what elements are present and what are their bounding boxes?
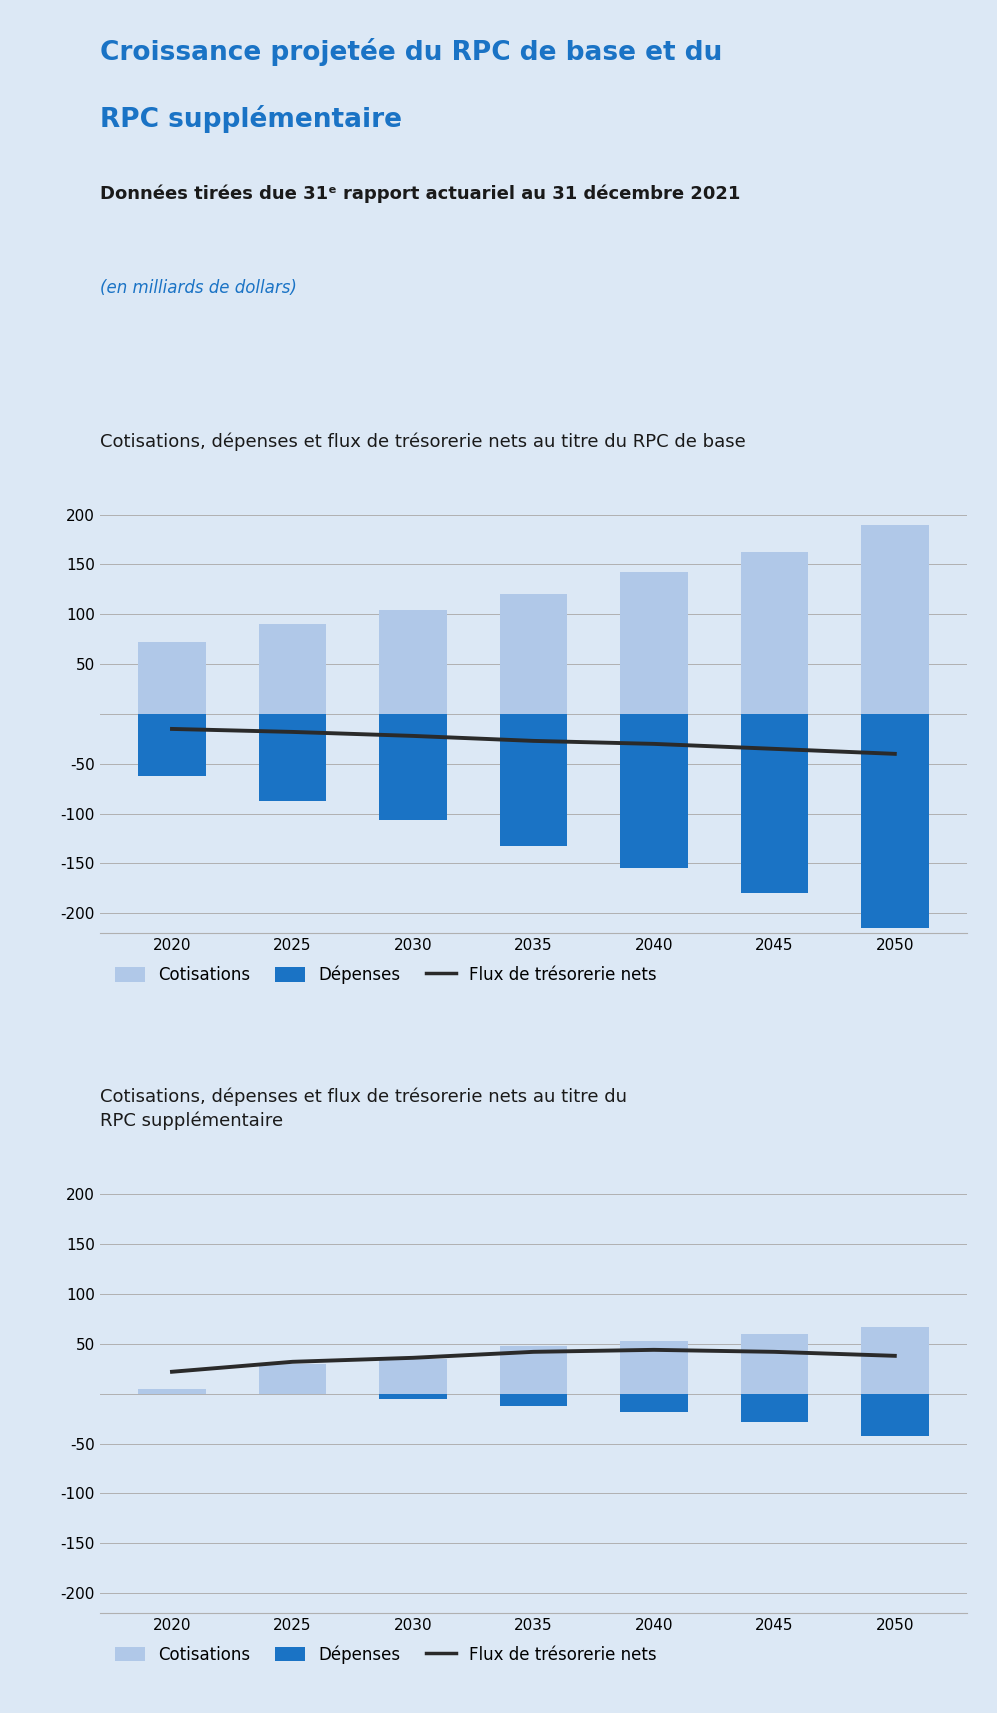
Bar (499, 1346, 567, 1394)
Bar (379, 1394, 447, 1400)
Text: Données tirées due 31ᵉ rapport actuariel au 31 décembre 2021: Données tirées due 31ᵉ rapport actuariel… (100, 185, 740, 202)
Bar (499, 714, 567, 846)
Legend: Cotisations, Dépenses, Flux de trésorerie nets: Cotisations, Dépenses, Flux de trésoreri… (108, 1639, 663, 1670)
Bar (499, 594, 567, 714)
Bar (861, 1328, 928, 1394)
Bar (741, 552, 809, 714)
Bar (620, 714, 688, 868)
Bar (499, 1394, 567, 1406)
Bar (258, 714, 326, 800)
Bar (741, 714, 809, 894)
Text: Cotisations, dépenses et flux de trésorerie nets au titre du RPC de base: Cotisations, dépenses et flux de trésore… (100, 432, 746, 451)
Bar (379, 610, 447, 714)
Text: (en milliards de dollars): (en milliards de dollars) (100, 279, 296, 296)
Bar (861, 1394, 928, 1435)
Bar (258, 1364, 326, 1394)
Bar (861, 524, 928, 714)
Bar (139, 642, 205, 714)
Bar (861, 714, 928, 928)
Text: Croissance projetée du RPC de base et du: Croissance projetée du RPC de base et du (100, 38, 722, 67)
Bar (379, 714, 447, 819)
Text: RPC supplémentaire: RPC supplémentaire (100, 104, 402, 134)
Bar (741, 1334, 809, 1394)
Bar (620, 1341, 688, 1394)
Bar (139, 1389, 205, 1394)
Bar (620, 1394, 688, 1412)
Bar (620, 572, 688, 714)
Bar (258, 624, 326, 714)
Bar (139, 714, 205, 776)
Legend: Cotisations, Dépenses, Flux de trésorerie nets: Cotisations, Dépenses, Flux de trésoreri… (108, 959, 663, 990)
Text: Cotisations, dépenses et flux de trésorerie nets au titre du
RPC supplémentaire: Cotisations, dépenses et flux de trésore… (100, 1088, 627, 1131)
Bar (379, 1358, 447, 1394)
Bar (741, 1394, 809, 1422)
